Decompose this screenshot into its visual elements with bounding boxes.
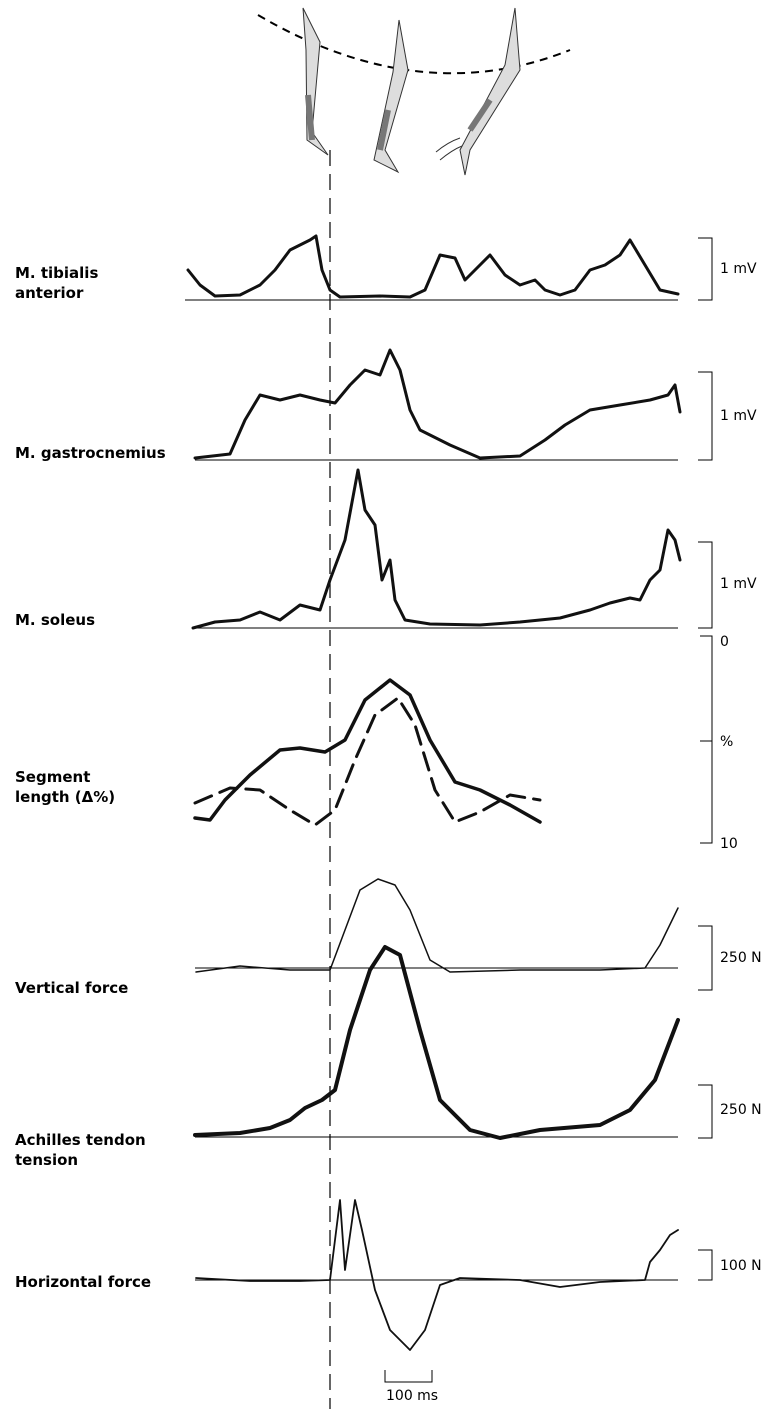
trace-label: M. gastrocnemius [15,444,166,462]
trace-label: tension [15,1151,78,1169]
trace-label: length (Δ%) [15,788,115,806]
scale-bars [384,237,713,1383]
scale-label: 100 ms [386,1388,438,1404]
scale-label: 1 mV [720,261,757,277]
scale-label: 0 [720,634,729,650]
scale-label: 250 N [720,1102,762,1118]
traces [186,234,682,1351]
trace-label: anterior [15,284,84,302]
trace-label: Segment [15,768,90,786]
scale-label: 1 mV [720,576,757,592]
scale-label: 10 [720,836,738,852]
scale-label: 250 N [720,950,762,966]
scale-label: 100 N [720,1258,762,1274]
trace-label: Horizontal force [15,1273,151,1291]
trace-label: M. tibialis [15,264,98,282]
leg-sketches [257,7,571,176]
scale-label: 1 mV [720,408,757,424]
trace-label: Achilles tendon [15,1131,146,1149]
trace-label: M. soleus [15,611,95,629]
trace-label: Vertical force [15,979,128,997]
baselines [185,299,678,1281]
scale-label: % [720,734,733,750]
